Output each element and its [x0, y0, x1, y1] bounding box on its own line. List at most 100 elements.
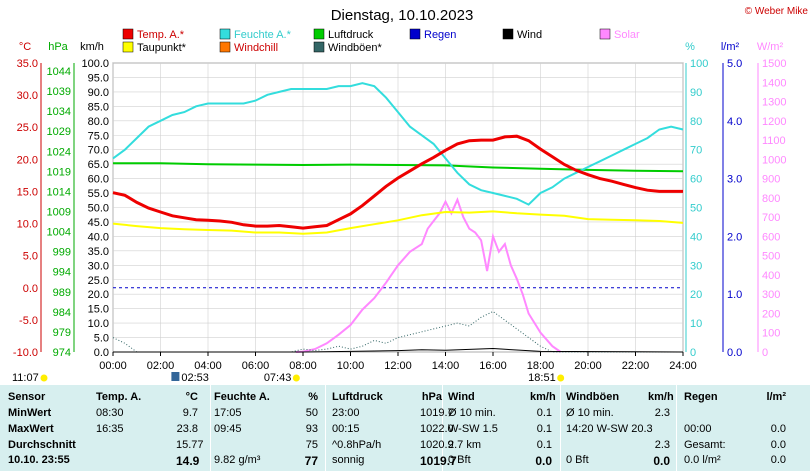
legend-swatch: [599, 28, 611, 40]
legend-swatch: [219, 41, 231, 53]
x-tick-label: 10:00: [337, 360, 365, 372]
table-cell: 14.9: [176, 454, 200, 468]
speed-tick: 15.0: [88, 304, 109, 316]
humidity-tick: 90: [690, 87, 702, 99]
temp-tick: 25.0: [17, 122, 38, 134]
chart-title: Dienstag, 10.10.2023: [331, 7, 474, 24]
solar-tick: 1100: [762, 135, 786, 147]
humidity-tick: 70: [690, 145, 702, 157]
solar-tick: 400: [762, 270, 780, 282]
table-cell: Windböen: [566, 391, 620, 403]
speed-tick: 75.0: [88, 130, 109, 142]
legend-label: Feuchte A.*: [234, 29, 292, 41]
table-cell: 14:20 W-SW 20.3: [566, 423, 653, 435]
table-cell: MinWert: [8, 407, 52, 419]
gusts-line: [112, 310, 683, 353]
rain-tick: 4.0: [727, 116, 742, 128]
humidity-tick: 100: [690, 58, 708, 70]
table-cell: 0.0: [770, 423, 786, 435]
table-cell: 00:15: [332, 423, 360, 435]
x-tick-label: 00:00: [99, 360, 127, 372]
legend-label: Temp. A.*: [137, 29, 185, 41]
event-label: 07:43: [264, 372, 292, 384]
legend-label: Luftdruck: [328, 29, 374, 41]
weather-chart: Dienstag, 10.10.2023 © Weber Mike Temp. …: [12, 6, 808, 384]
solar-tick: 300: [762, 289, 780, 301]
stats-table: Sensor Temp. A. °C Feuchte A.% Luftdruck hPa W…: [0, 385, 810, 471]
humidity-tick: 60: [690, 174, 702, 186]
speed-tick: 10.0: [88, 318, 109, 330]
temp-unit-label: °C: [19, 41, 31, 53]
event-label: 11:07: [12, 372, 39, 384]
pressure-tick: 1034: [47, 106, 71, 118]
pressure-tick: 974: [53, 347, 71, 359]
legend-swatch: [219, 28, 231, 40]
table-cell: Ø 10 min.: [448, 407, 496, 419]
table-cell: 17:05: [214, 407, 242, 419]
table-cell: 0.1: [536, 423, 552, 435]
speed-tick: 35.0: [88, 246, 109, 258]
table-cell: 0 Bft: [566, 454, 589, 466]
table-cell: ^0.8hPa/h: [332, 439, 382, 451]
table-cell: 9.7: [182, 407, 198, 419]
table-cell: 08:30: [96, 407, 124, 419]
speed-tick: 5.0: [94, 333, 109, 345]
temp-tick: 10.0: [17, 219, 38, 231]
sun-marker: [292, 374, 300, 382]
x-tick-label: 18:00: [527, 360, 555, 372]
rain-tick: 5.0: [727, 58, 742, 70]
rain-tick: 1.0: [727, 289, 742, 301]
table-cell: 75: [305, 439, 318, 451]
speed-tick: 30.0: [88, 260, 109, 272]
table-cell: 10.10. 23:55: [8, 454, 70, 466]
table-cell: Temp. A.: [96, 391, 142, 403]
pressure-tick: 984: [53, 307, 71, 319]
legend-label: Taupunkt*: [137, 42, 187, 54]
solar-tick: 600: [762, 231, 780, 243]
pressure-line: [113, 162, 684, 173]
temp-tick: -10.0: [13, 347, 38, 359]
table-cell: 2.3: [654, 439, 670, 451]
table-divider: [325, 385, 326, 471]
temp-tick: -5.0: [19, 315, 38, 327]
solar-tick: 1500: [762, 58, 786, 70]
table-cell: °C: [185, 391, 198, 403]
speed-tick: 50.0: [88, 203, 109, 215]
solar-tick: 500: [762, 251, 780, 263]
table-cell: 0.0: [653, 454, 670, 468]
x-tick-label: 16:00: [479, 360, 507, 372]
pressure-tick: 1029: [47, 126, 71, 138]
humidity-tick: 50: [690, 203, 702, 215]
table-divider: [210, 385, 211, 471]
dewpoint-line: [112, 210, 684, 235]
table-cell: W-SW 1.5: [448, 423, 498, 435]
plot-area: [112, 62, 684, 353]
humidity-unit-label: %: [685, 41, 695, 53]
table-cell: %: [308, 391, 318, 403]
humidity-tick: 0: [690, 347, 696, 359]
table-cell: 0 Bft: [448, 454, 471, 466]
table-cell: 0.0: [770, 439, 786, 451]
pressure-tick: 1014: [47, 186, 71, 198]
pressure-tick: 994: [53, 267, 71, 279]
speed-tick: 20.0: [88, 289, 109, 301]
solar-line: [295, 197, 562, 353]
speed-tick: 90.0: [88, 87, 109, 99]
event-label: 02:53: [181, 372, 209, 384]
table-cell: 0.0: [770, 454, 786, 466]
table-cell: Sensor: [8, 391, 46, 403]
speed-tick: 70.0: [88, 145, 109, 157]
table-cell: Regen: [684, 391, 718, 403]
pressure-tick: 999: [53, 247, 71, 259]
table-cell: 0.0: [535, 454, 552, 468]
speed-tick: 0.0: [94, 347, 109, 359]
x-tick-label: 08:00: [289, 360, 317, 372]
table-cell: 2.3: [654, 407, 670, 419]
table-divider: [676, 385, 677, 471]
legend-swatch: [122, 28, 134, 40]
x-tick-label: 02:00: [147, 360, 175, 372]
pressure-tick: 1039: [47, 86, 71, 98]
temp-tick: 15.0: [17, 186, 38, 198]
x-tick-label: 14:00: [432, 360, 460, 372]
speed-tick: 85.0: [88, 101, 109, 113]
